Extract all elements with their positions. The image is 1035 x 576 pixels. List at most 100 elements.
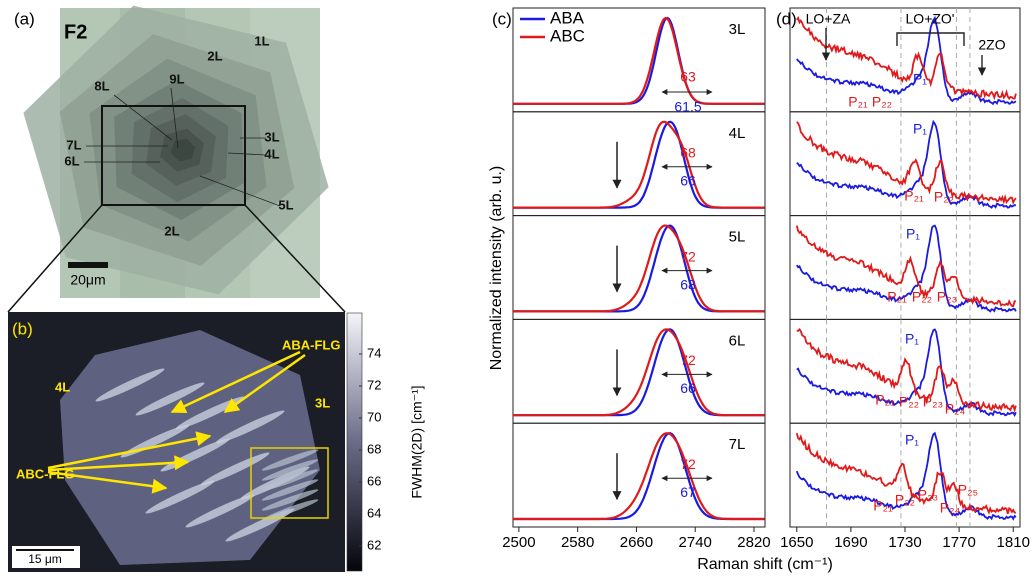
x-tick-label: 2580 (561, 534, 594, 551)
fwhm-aba: 61.5 (674, 99, 701, 115)
x-axis-label: Raman shift (cm⁻¹) (697, 556, 833, 573)
layer-label: 3L (264, 129, 279, 144)
roi-box (250, 447, 329, 519)
fwhm-aba: 66 (680, 380, 696, 396)
fwhm-abc: 68 (680, 145, 696, 161)
spectrum-abc (513, 16, 765, 105)
peak-label: P₂₁ (873, 498, 893, 514)
panel-label: (c) (492, 9, 512, 28)
scale-bar (68, 262, 108, 268)
fwhm-aba: 67 (680, 484, 696, 500)
colorbar-label: FWHM(2D) [cm⁻¹] (409, 385, 425, 498)
region-label: 4L (55, 379, 70, 394)
arrow (170, 350, 301, 414)
spectrum-aba (795, 431, 1017, 521)
peak-label: P₂₂ (895, 492, 915, 508)
colorbar-tick-label: 66 (367, 473, 381, 488)
peak-label: P₂₁ (848, 94, 868, 110)
mode-label: 2ZO (978, 37, 1005, 53)
panel-b (8, 312, 345, 572)
pointer (227, 152, 267, 156)
x-tick-label: 1770 (942, 534, 975, 551)
legend-label: ABC (550, 26, 585, 45)
fwhm-aba: 66 (680, 173, 696, 189)
legend-label: ABA (550, 8, 585, 27)
x-tick-label: 1730 (888, 534, 921, 551)
stripe (95, 368, 165, 402)
panel-label: (d) (776, 9, 797, 28)
colorbar-tick-label: 68 (367, 441, 381, 456)
layer-label: 7L (66, 137, 81, 152)
spectrum-abc (513, 224, 765, 313)
layer-label: 9L (169, 71, 184, 86)
subplot-frame (512, 111, 766, 217)
peak-label: P₂₃ (923, 394, 943, 410)
peak-label: P₂₂ (872, 94, 892, 110)
scale-label: 15 μm (28, 552, 62, 566)
peak-label: P₂₄ (940, 500, 961, 516)
layer-label: 3L (729, 21, 746, 38)
colorbar-tick-label: 74 (367, 345, 381, 360)
peak-label: P₂₃ (937, 289, 957, 305)
spectrum-abc (796, 327, 1017, 414)
mode-bracket (896, 32, 965, 46)
fwhm-aba: 68 (680, 276, 696, 292)
stripe (215, 410, 285, 444)
x-tick-label: 2660 (620, 534, 653, 551)
spectrum-aba (513, 120, 765, 209)
spectrum-abc (796, 121, 1017, 205)
scale-box (12, 546, 80, 568)
x-tick-label: 1690 (834, 534, 867, 551)
peak-label: P₁ (913, 71, 927, 87)
sample-name: F2 (64, 21, 87, 43)
peak-label: P₂₂ (934, 189, 954, 205)
layer-label: 4L (264, 146, 279, 161)
spectrum-aba (796, 224, 1017, 313)
spectrum-abc (795, 432, 1017, 515)
pointer (113, 94, 173, 141)
colorbar-tick-label: 62 (367, 537, 381, 552)
spectrum-aba (796, 119, 1017, 209)
x-tick-label: 1650 (780, 534, 813, 551)
fwhm-abc: 72 (680, 456, 696, 472)
x-tick-label: 2500 (502, 534, 535, 551)
peak-label: P₁ (905, 432, 919, 448)
x-tick-label: 1810 (997, 534, 1030, 551)
layer-label: 6L (64, 153, 79, 168)
stripe (261, 459, 319, 481)
layer-region (170, 138, 196, 162)
stripe (185, 494, 255, 528)
layer-label: 2L (164, 223, 179, 238)
arrows (47, 350, 306, 494)
peak-label: P₂₂ (899, 394, 919, 410)
stacking-label: ABA-FLG (282, 337, 341, 352)
layer-label: 1L (254, 33, 269, 48)
pointer (199, 175, 281, 207)
colorbar (346, 312, 363, 572)
arrow (47, 455, 190, 472)
spectrum-abc (796, 16, 1017, 101)
peak-label: P₂₁ (875, 392, 895, 408)
spectrum-abc (795, 225, 1017, 308)
peak-label: P₁ (905, 331, 919, 347)
fwhm-abc: 72 (680, 352, 696, 368)
spectrum-aba (513, 432, 765, 521)
peak-label: P₂₅ (958, 482, 978, 498)
layer-label: 5L (278, 197, 293, 212)
subplot-frame (512, 422, 766, 528)
stripe (200, 452, 270, 486)
arrow (223, 353, 306, 414)
panel-label: (a) (14, 9, 35, 28)
panel-c (512, 7, 766, 528)
mode-label: LO+ZA (806, 11, 851, 27)
stripe (261, 479, 319, 501)
scale-label: 20μm (70, 272, 105, 288)
fwhm-abc: 63 (680, 69, 696, 85)
colorbar-tick-label: 70 (367, 409, 381, 424)
peak-label: P₂₂ (912, 289, 932, 305)
stripe (261, 469, 319, 491)
layer-label: 2L (207, 48, 222, 63)
spectrum-abc (513, 120, 765, 209)
mode-label: LO+ZO' (906, 11, 955, 27)
layer-label: 6L (729, 332, 746, 349)
